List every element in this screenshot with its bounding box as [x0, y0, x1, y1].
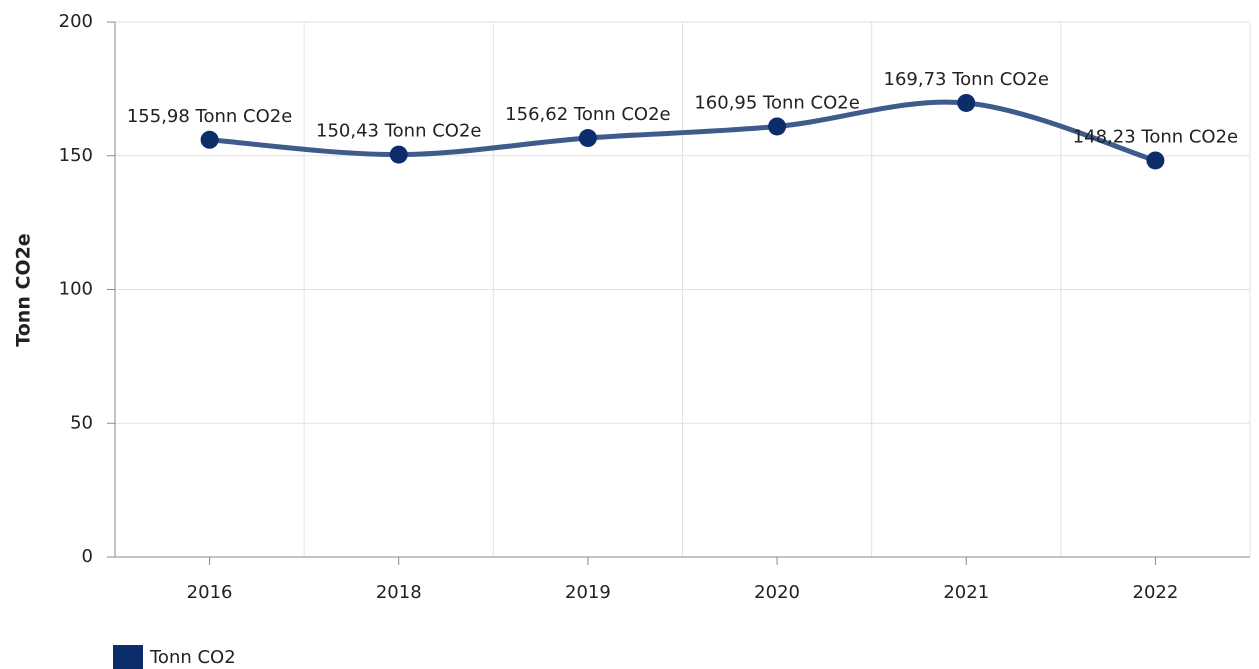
data-label: 160,95 Tonn CO2e — [694, 92, 859, 113]
y-tick-label: 100 — [59, 279, 93, 300]
x-tick-label: 2016 — [187, 582, 233, 603]
data-label: 169,73 Tonn CO2e — [884, 69, 1049, 90]
line — [207, 99, 1158, 163]
marker — [768, 117, 787, 136]
x-tick-label: 2022 — [1133, 582, 1179, 603]
marker — [389, 145, 408, 164]
legend-swatch — [113, 645, 143, 669]
y-tick-label: 150 — [59, 145, 93, 166]
x-tick-label: 2019 — [565, 582, 611, 603]
x-tick-label: 2020 — [754, 582, 800, 603]
marker — [957, 93, 976, 112]
data-label: 156,62 Tonn CO2e — [505, 104, 670, 125]
data-label: 155,98 Tonn CO2e — [127, 106, 292, 127]
data-label: 150,43 Tonn CO2e — [316, 121, 481, 142]
legend-label: Tonn CO2 — [149, 647, 236, 668]
data-label: 148,23 Tonn CO2e — [1073, 126, 1238, 147]
y-axis-label: Tonn CO2e — [13, 233, 35, 346]
marker — [200, 130, 219, 149]
marker — [1146, 151, 1165, 170]
x-tick-label: 2018 — [376, 582, 422, 603]
y-tick-label: 50 — [70, 412, 93, 433]
x-tick-label: 2021 — [943, 582, 989, 603]
y-tick-label: 200 — [59, 11, 93, 32]
y-tick-label: 0 — [82, 546, 93, 567]
marker — [578, 129, 597, 148]
